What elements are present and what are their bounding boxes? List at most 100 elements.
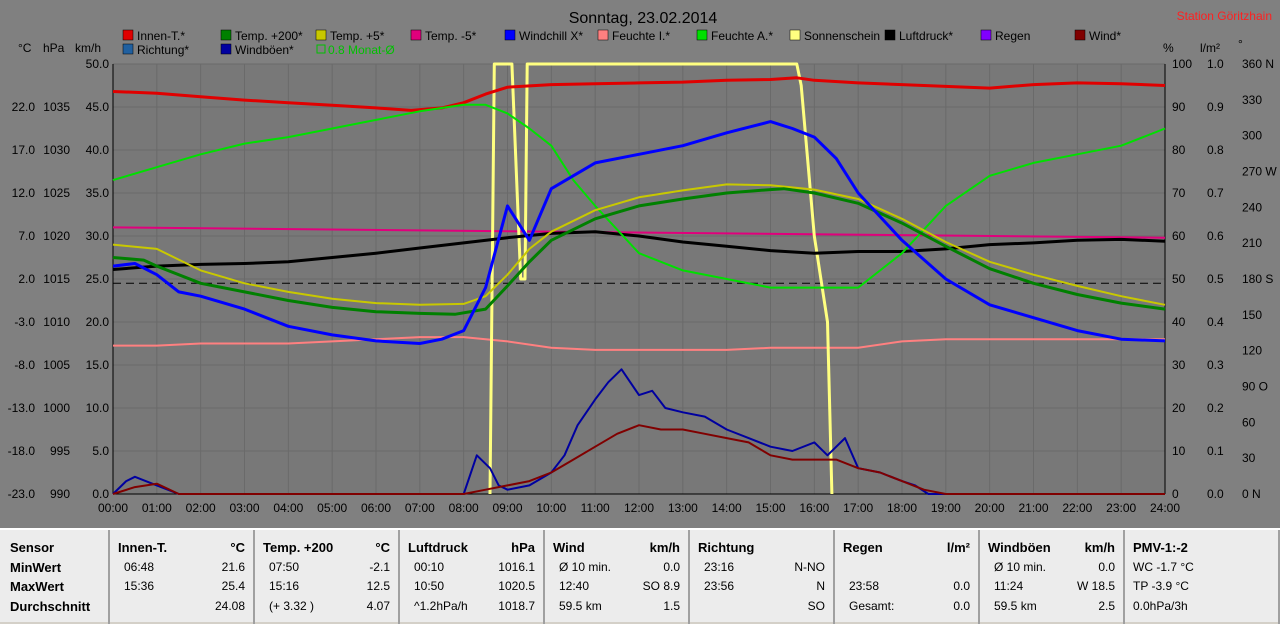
weather-chart: Sonntag, 23.02.2014 Station Göritzhain I… (0, 0, 1280, 528)
legend-label: Innen-T.* (137, 29, 185, 43)
stats-cell-value: 1020.5 (498, 579, 535, 593)
stats-cell-label: 23:16 (704, 560, 735, 574)
stats-cell-label: 23:58 (849, 579, 880, 593)
legend-label: Sonnenschein (804, 29, 880, 43)
legend-label: Feuchte A.* (711, 29, 773, 43)
legend-swatch (789, 29, 801, 41)
stats-cell-value: 0.0 (953, 579, 970, 593)
y-pressure-tick-label: 1020 (43, 229, 70, 243)
y-pressure-tick-label: 1030 (43, 143, 70, 157)
stats-cell-label: ^1.2hPa/h (414, 599, 468, 613)
legend: Innen-T.* Temp. +200* Temp. +5* Temp. -5* Wi… (122, 29, 1121, 57)
y-percent-tick-label: 50 (1172, 272, 1186, 286)
stats-row: 11:24 W 18.5 (988, 579, 1115, 597)
x-tick-label: 08:00 (449, 501, 479, 515)
stats-cell-value: 0.0hPa/3h (1133, 599, 1188, 613)
stats-row: Ø 10 min. 0.0 (988, 560, 1115, 578)
y-wind-tick-label: 40.0 (86, 143, 110, 157)
x-tick-label: 15:00 (755, 501, 785, 515)
y-direction-tick-label: 30 (1242, 451, 1256, 465)
stats-innen-unit: °C (230, 540, 245, 555)
stats-cell-value: WC -1.7 °C (1133, 560, 1194, 574)
legend-label: Windböen* (235, 43, 294, 57)
y-percent-tick-label: 20 (1172, 401, 1186, 415)
x-tick-label: 09:00 (492, 501, 522, 515)
axes: 00:00 01:00 02:00 03:00 04:00 05:00 06:00 07:00… (8, 57, 1278, 515)
legend-label: Temp. +5* (330, 29, 385, 43)
stats-row: 23:58 0.0 (843, 579, 970, 597)
stats-boeen-unit: km/h (1084, 540, 1115, 555)
y-direction-tick-label: 90 O (1242, 380, 1268, 394)
y-pressure-tick-label: 1000 (43, 401, 70, 415)
stats-row: Ø 10 min. 0.0 (553, 560, 680, 578)
stats-pmv-column: PMV-1:-2 WC -1.7 °C TP -3.9 °C 0.0hPa/3h (1125, 530, 1280, 624)
stats-luftdruck-column: Luftdruck hPa 00:10 1016.1 10:50 1020.5 ^1.2hP… (400, 530, 545, 624)
station-name: Station Göritzhain (1177, 9, 1272, 23)
stats-row: 10:50 1020.5 (408, 579, 535, 597)
stats-cell-label: 00:10 (414, 560, 445, 574)
y-direction-tick-label: 300 (1242, 129, 1262, 143)
stats-cell-value: 0.0 (1098, 560, 1115, 574)
stats-regen-unit: l/m² (946, 540, 970, 555)
series-line (112, 76, 1166, 112)
x-tick-label: 22:00 (1062, 501, 1092, 515)
y-direction-tick-label: 330 (1242, 93, 1262, 107)
x-tick-label: 21:00 (1018, 501, 1048, 515)
stats-cell-label: 06:48 (124, 560, 155, 574)
y-wind-tick-label: 15.0 (86, 358, 110, 372)
stats-cell-label: 15:16 (269, 579, 300, 593)
series-line (113, 336, 1165, 351)
stats-cell-value: TP -3.9 °C (1133, 579, 1189, 593)
legend-label: Temp. +200* (235, 29, 303, 43)
y-rain-tick-label: 0.7 (1207, 186, 1224, 200)
stats-cell-label: 23:56 (704, 579, 735, 593)
y-pressure-tick-label: 990 (50, 487, 70, 501)
y-temp-tick-label: 22.0 (12, 100, 36, 114)
stats-cell-label: Gesamt: (849, 599, 895, 613)
legend-swatch (220, 29, 232, 41)
stats-regen-header: Regen l/m² (843, 540, 970, 555)
stats-row: 15:36 25.4 (118, 579, 245, 597)
x-tick-label: 18:00 (887, 501, 917, 515)
chart-title: Sonntag, 23.02.2014 (569, 10, 718, 27)
stats-row: 07:50 -2.1 (263, 560, 390, 578)
series-line (112, 183, 1166, 306)
legend-swatch (980, 29, 992, 41)
y-rain-tick-label: 0.2 (1207, 401, 1224, 415)
stats-row: 12:40 SO 8.9 (553, 579, 680, 597)
stats-wind-header: Wind km/h (553, 540, 680, 555)
series-line (112, 187, 1166, 316)
y-direction-tick-label: 210 (1242, 236, 1262, 250)
x-tick-label: 00:00 (98, 501, 128, 515)
temp-unit: °C (18, 41, 32, 55)
y-rain-tick-label: 0.5 (1207, 272, 1224, 286)
legend-swatch (504, 29, 516, 41)
x-tick-label: 11:00 (581, 501, 610, 515)
y-pressure-tick-label: 995 (50, 444, 70, 458)
stats-cell-value: 24.08 (214, 599, 245, 613)
x-tick-label: 12:00 (624, 501, 654, 515)
durchschnitt-label: Durchschnitt (10, 599, 91, 614)
stats-cell-value: SO (807, 599, 825, 613)
legend-swatch (884, 29, 896, 41)
y-rain-tick-label: 0.0 (1207, 487, 1224, 501)
legend-swatch (316, 44, 326, 54)
x-tick-label: 24:00 (1150, 501, 1180, 515)
stats-row: (+ 3.32 ) 4.07 (263, 599, 390, 617)
y-wind-tick-label: 25.0 (86, 272, 110, 286)
stats-row: TP -3.9 °C (1133, 579, 1270, 597)
legend-label: Temp. -5* (425, 29, 477, 43)
legend-swatch (410, 29, 422, 41)
stats-cell-value: 12.5 (366, 579, 390, 593)
stats-row: 06:48 21.6 (118, 560, 245, 578)
x-tick-label: 07:00 (405, 501, 435, 515)
stats-cell-label: 07:50 (269, 560, 300, 574)
series-line (112, 120, 1166, 345)
stats-innen-column: Innen-T. °C 06:48 21.6 15:36 25.4 24.08 (110, 530, 255, 624)
x-tick-label: 04:00 (273, 501, 303, 515)
stats-row: 15:16 12.5 (263, 579, 390, 597)
minwert-label: MinWert (10, 560, 62, 575)
stats-cell-value: 1016.1 (498, 560, 535, 574)
y-rain-tick-label: 0.3 (1207, 358, 1224, 372)
stats-cell-value: SO 8.9 (642, 579, 680, 593)
